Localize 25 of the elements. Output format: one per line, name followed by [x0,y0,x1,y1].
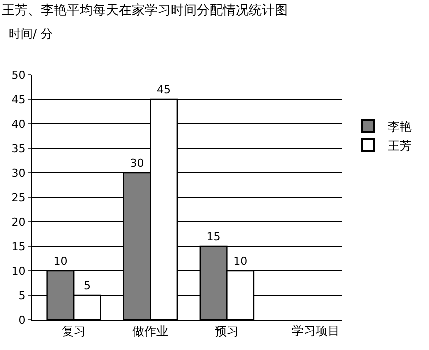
x-tick-label: 做作业 [132,324,169,338]
legend-label: 王芳 [388,138,412,153]
y-tick-label: 25 [12,191,26,204]
legend-label: 李艳 [388,120,412,134]
data-label: 30 [130,157,144,170]
y-tick-label: 45 [12,93,26,106]
data-label: 5 [84,280,91,292]
data-label: 45 [157,84,172,96]
chart-title: 王芳、李艳平均每天在家学习时间分配情况统计图 [2,2,288,18]
y-tick-label: 10 [12,264,26,278]
y-tick-label: 20 [12,216,26,229]
y-tick-label: 50 [12,68,26,82]
data-label: 10 [234,255,248,268]
y-tick-label: 5 [18,289,26,302]
y-tick-label: 15 [12,240,26,254]
data-label: 10 [54,255,68,268]
y-axis-title: 时间/ 分 [9,27,53,41]
x-axis-title: 学习项目 [292,324,340,338]
x-tick-label: 复习 [62,324,86,338]
x-tick-label: 预习 [215,324,240,338]
y-tick-label: 30 [12,166,26,180]
y-tick-label: 0 [18,314,26,327]
y-tick-label: 40 [12,118,26,131]
y-tick-label: 35 [12,142,26,156]
data-label: 15 [206,230,221,244]
